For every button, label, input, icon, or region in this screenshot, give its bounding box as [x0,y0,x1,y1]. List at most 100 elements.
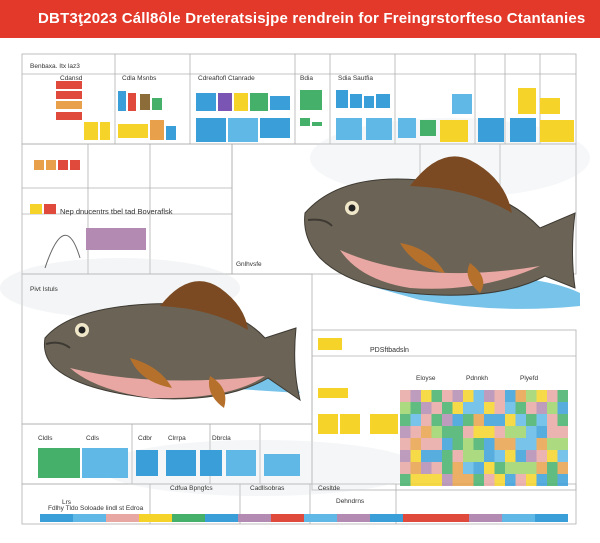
heatmap-cell [410,462,421,474]
heatmap-cell [400,414,411,426]
heatmap-cell [557,474,568,486]
strip-segment [139,514,172,522]
small-note-3: Plyefd [520,375,538,382]
mid-left-chart [30,160,80,214]
panel-d-chart [300,90,322,126]
strip-segment [502,514,535,522]
heatmap-cell [452,390,463,402]
heatmap-cell [484,474,495,486]
heatmap-cell [421,426,432,438]
title-banner: DBT3ţ2023 Cáll8ôle Dreteratsisjpe rendre… [0,0,600,38]
heatmap-cell [515,402,526,414]
heatmap-cell [536,438,547,450]
heatmap-cell [442,462,453,474]
heatmap-cell [515,390,526,402]
page-title: DBT3ţ2023 Cáll8ôle Dreteratsisjpe rendre… [38,10,586,27]
heatmap-cell [536,402,547,414]
heatmap-cell [431,474,442,486]
heatmap-cell [442,438,453,450]
heatmap-cell [473,438,484,450]
heatmap-cell [452,402,463,414]
heatmap-cell [442,474,453,486]
heatmap-cell [494,390,505,402]
panel-c-chart [196,93,290,142]
strip-segment [469,514,502,522]
panel-b-chart [118,91,176,140]
left-fish [44,281,301,408]
heatmap-cell [515,450,526,462]
vertical-chart-label: Gnlhvsfe [236,261,262,268]
strip-segment [172,514,205,522]
heatmap-cell [473,450,484,462]
heatmap-cell [442,450,453,462]
panel-e-chart [336,88,574,142]
bottom-strip-a: Cdfua Bpngfcs [170,485,213,492]
strip-segment [535,514,568,522]
strip-segment [238,514,271,522]
heatmap-cell [463,426,474,438]
heatmap-cell [452,450,463,462]
heatmap-cell [452,414,463,426]
strip-segment [40,514,73,522]
heatmap-cell [442,426,453,438]
heatmap-cell [536,414,547,426]
heatmap-cell [494,462,505,474]
bottom-strip-c: Cesltde [318,485,340,492]
callout-chart [44,228,146,269]
heatmap-cell [547,474,558,486]
heatmap-cell [400,438,411,450]
strip-segment [271,514,304,522]
heatmap-cell [536,462,547,474]
heatmap-cell [557,426,568,438]
strip-segment [337,514,370,522]
heatmap-cell [410,402,421,414]
strip-segment [370,514,403,522]
heatmap-cell [452,426,463,438]
heatmap-cell [505,474,516,486]
heatmap-cell [494,402,505,414]
heatmap-cell [431,450,442,462]
heatmap-cell [400,474,411,486]
strip-segment [436,514,469,522]
heatmap-cell [463,414,474,426]
strip-segment [403,514,436,522]
heatmap-cell [557,402,568,414]
heatmap-cell [505,390,516,402]
heatmap-cell [526,414,537,426]
heatmap-cell [473,414,484,426]
heatmap-cell [547,390,558,402]
strip-segment [106,514,139,522]
heatmap-cell [421,450,432,462]
infographic-canvas: Benbaxa. Itx laz3 Cdansd Cdla Msnbs Cdre… [0,38,600,543]
heatmap-cell [400,390,411,402]
heatmap-cell [526,450,537,462]
heatmap-cell [526,390,537,402]
heatmap-cell [515,474,526,486]
heatmap-cell [515,462,526,474]
bottom-panel-4: Clrrpa [168,435,186,442]
heatmap-cell [473,474,484,486]
small-note-2: Pdnnkh [466,375,488,382]
bottom-panel-1: Cldls [38,435,53,442]
heatmap-cell [526,462,537,474]
heatmap-cell [452,462,463,474]
bottom-panel-5: Dbrcla [212,435,231,442]
heatmap-cell [442,390,453,402]
heatmap-cell [431,402,442,414]
heatmap-cell [484,462,495,474]
bottom-strip-d: Dehndrns [336,498,365,505]
heatmap-cell [463,438,474,450]
heatmap-cell [410,414,421,426]
heatmap-cell [557,390,568,402]
heatmap-mosaic [400,390,568,486]
panel-c-title: Cdreaftofl Ctanrade [198,75,255,82]
strip-segment [205,514,238,522]
heatmap-cell [442,414,453,426]
heatmap-cell [452,474,463,486]
heatmap-cell [473,426,484,438]
heatmap-cell [421,402,432,414]
heatmap-cell [484,402,495,414]
heatmap-cell [484,390,495,402]
heatmap-cell [473,390,484,402]
bottom-panel-3: Cdbr [138,435,153,442]
